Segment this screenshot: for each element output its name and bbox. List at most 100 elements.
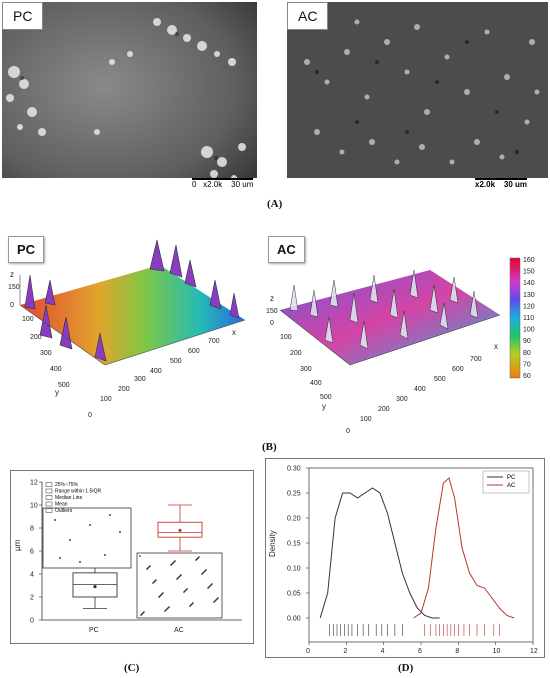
d-x-tick-label: 10 (493, 648, 501, 655)
colorbar-tick: 60 (523, 373, 531, 380)
d-y-tick-label: 0.20 (287, 516, 301, 523)
svg-text:600: 600 (452, 366, 464, 373)
colorbar-tick: 90 (523, 338, 531, 345)
svg-text:300: 300 (396, 396, 408, 403)
colorbar: 160 150 140 130 120 110 100 90 80 70 60 (509, 257, 535, 380)
c-y-label: µm (13, 539, 22, 551)
c-legend-swatch (45, 482, 53, 487)
d-x-tick-label: 4 (381, 648, 385, 655)
svg-text:100: 100 (280, 334, 292, 341)
svg-text:0: 0 (270, 320, 274, 327)
c-y-tick-label: 12 (30, 480, 38, 487)
sem-scale-ac: x2.0k 30 um (475, 178, 528, 189)
colorbar-tick: 100 (523, 327, 535, 334)
c-legend-label: Outliers (55, 508, 73, 514)
svg-text:300: 300 (300, 366, 312, 373)
svg-text:100: 100 (360, 416, 372, 423)
svg-text:0: 0 (346, 428, 350, 435)
d-legend: PC AC (482, 470, 530, 494)
c-legend-swatch (45, 508, 53, 513)
d-legend-label: AC (507, 483, 516, 489)
colorbar-tick: 150 (523, 269, 535, 276)
c-legend-swatch (45, 501, 53, 507)
svg-text:300: 300 (40, 350, 52, 357)
svg-text:400: 400 (150, 368, 162, 375)
surface-ac: z 150 0 100 200 300 400 500 y 0 100 200 … (266, 269, 501, 435)
svg-text:600: 600 (188, 348, 200, 355)
svg-text:500: 500 (58, 382, 70, 389)
surface-label-pc: PC (8, 236, 45, 263)
d-y-tick-label: 0.30 (287, 466, 301, 473)
sem-label-pc: PC (2, 2, 44, 30)
box-PC (72, 572, 118, 598)
box-plot: 0 2 4 6 8 10 12 µm PC AC 25%~75%Range within 1.5IQ… (13, 480, 242, 634)
svg-text:500: 500 (434, 376, 446, 383)
svg-text:0: 0 (10, 302, 14, 309)
svg-text:400: 400 (310, 380, 322, 387)
svg-text:400: 400 (50, 366, 62, 373)
caption-a: (A) (267, 198, 283, 210)
sem-scale-pc: 0 x2.0k 30 um (192, 178, 254, 189)
colorbar-tick: 120 (523, 303, 535, 310)
d-x-tick-label: 6 (418, 648, 422, 655)
d-x-label: µm (417, 655, 429, 656)
mean-PC (93, 585, 97, 589)
colorbar-tick: 130 (523, 292, 535, 299)
d-x-tick-label: 0 (306, 648, 310, 655)
density-line-PC (319, 487, 440, 619)
c-y-tick-label: 8 (30, 526, 34, 533)
colorbar-tick: 160 (523, 257, 535, 264)
svg-text:z: z (270, 294, 274, 303)
density-line-AC (413, 477, 515, 619)
svg-text:500: 500 (170, 358, 182, 365)
c-y-tick-label: 0 (30, 618, 34, 625)
d-y-tick-label: 0.25 (287, 491, 301, 498)
c-legend-label: 25%~75% (55, 482, 78, 488)
c-legend-label: Range within 1.5IQR (55, 489, 102, 495)
pc-axis-z: z (10, 270, 14, 279)
colorbar-tick: 80 (523, 350, 531, 357)
svg-text:100: 100 (100, 396, 112, 403)
c-y-tick-label: 4 (30, 572, 34, 579)
svg-text:200: 200 (378, 406, 390, 413)
svg-text:500: 500 (320, 394, 332, 401)
c-y-tick-label: 10 (30, 503, 38, 510)
c-legend-swatch (45, 488, 53, 494)
svg-text:150: 150 (8, 284, 20, 291)
svg-text:300: 300 (134, 376, 146, 383)
d-y-tick-label: 0.00 (287, 616, 301, 623)
c-legend-label: Mean (55, 502, 68, 508)
svg-text:200: 200 (30, 334, 42, 341)
sem-texture-ac (287, 2, 548, 189)
d-x-tick-label: 2 (343, 648, 347, 655)
mean-AC (178, 528, 182, 532)
surface-pc: z 150 0 100 200 300 400 500 y 0 100 200 … (8, 239, 246, 419)
c-category-label: AC (174, 627, 184, 634)
d-x-tick-label: 8 (455, 648, 459, 655)
c-category-label: PC (89, 627, 99, 634)
svg-text:0: 0 (88, 412, 92, 419)
pc-axis-x: x (232, 328, 236, 337)
c-legend-label: Median Line (55, 495, 82, 501)
colorbar-tick: 70 (523, 361, 531, 368)
sem-texture-pc (2, 2, 257, 189)
inset-pc-binary (42, 507, 132, 569)
svg-text:y: y (322, 402, 326, 411)
sem-image-ac: AC x2.0k 30 um (287, 2, 548, 189)
sem-image-pc: PC 0 x2.0k 30 um (2, 2, 257, 189)
panel-c-frame (10, 470, 254, 644)
svg-text:200: 200 (290, 350, 302, 357)
caption-d: (D) (398, 662, 414, 674)
panel-d-frame (265, 458, 545, 658)
d-x-tick-label: 12 (530, 648, 538, 655)
caption-c: (C) (124, 662, 140, 674)
d-y-tick-label: 0.05 (287, 591, 301, 598)
d-y-tick-label: 0.10 (287, 566, 301, 573)
inset-ac-binary (136, 552, 223, 619)
svg-text:100: 100 (22, 316, 34, 323)
svg-text:150: 150 (266, 308, 278, 315)
caption-b: (B) (262, 441, 277, 453)
c-y-tick-label: 6 (30, 549, 34, 556)
density-plot: 0.00 0.05 0.10 0.15 0.20 0.25 0.30 0 2 4 6 8 10 12 Den… (268, 466, 538, 657)
